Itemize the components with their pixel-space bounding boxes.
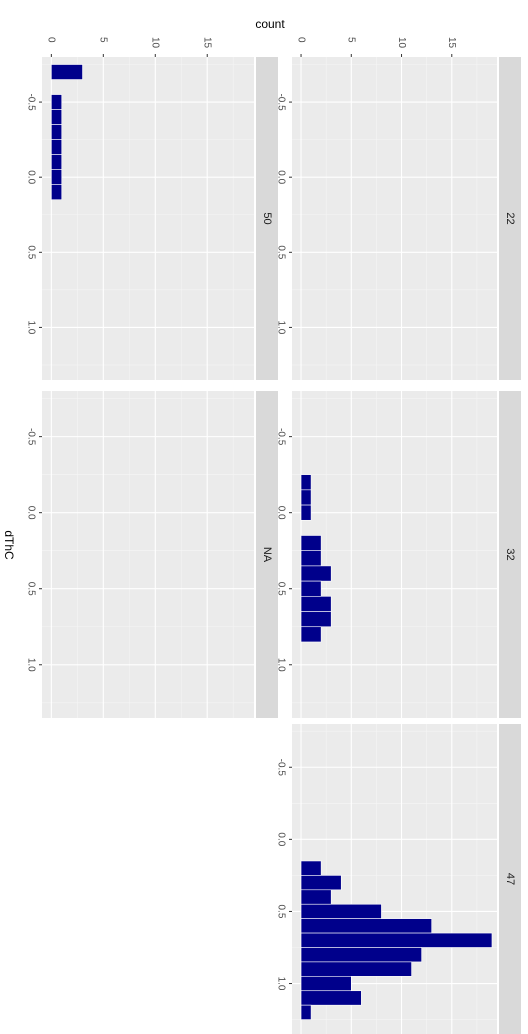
dthc-tick-label: 1.0	[275, 658, 286, 672]
histogram-bar	[51, 154, 63, 170]
panel-background	[292, 391, 497, 718]
count-tick-label: 5	[98, 37, 109, 43]
dthc-tick-label: 1.0	[275, 320, 286, 334]
facet-strip-label: 47	[504, 873, 516, 885]
count-tick-label: 0	[46, 37, 57, 43]
histogram-bar	[300, 990, 362, 1006]
histogram-bar	[300, 961, 412, 977]
histogram-bar	[51, 169, 63, 185]
facet-strip-label: 22	[504, 212, 516, 224]
panel-background	[42, 57, 254, 380]
histogram-bar	[300, 611, 332, 628]
histogram-bar	[51, 109, 63, 125]
facet-strip-label: 32	[504, 548, 516, 560]
facet-strip-label: NA	[261, 547, 273, 563]
count-tick-label: 0	[295, 37, 306, 43]
histogram-bar	[300, 580, 322, 597]
dthc-tick-label: 0.0	[275, 170, 286, 184]
histogram-bar	[51, 64, 83, 80]
facet-strip	[256, 57, 278, 380]
histogram-bar	[51, 94, 63, 110]
count-tick-label: 15	[446, 37, 457, 49]
facet-panel-47: 47 -0.5 0.0 0.5 1.0	[275, 724, 521, 1034]
dthc-tick-label: 0.5	[275, 904, 286, 918]
panels-layer: 22 0 5 10 15 -0.5 0.0 0.5 1.0 32 -0.5 0.0 0.5 1.0 47 -0…	[25, 37, 521, 1034]
histogram-bar	[300, 976, 352, 992]
dthc-tick-label: -0.5	[275, 428, 286, 446]
dthc-tick-label: -0.5	[25, 428, 36, 446]
facet-strip	[499, 724, 521, 1034]
dthc-axis-title: dThC	[2, 530, 16, 560]
dthc-tick-label: -0.5	[275, 93, 286, 111]
histogram-bar	[300, 903, 382, 919]
histogram-bar	[300, 504, 312, 521]
histogram-bar	[51, 184, 63, 201]
facet-panel-22: 22 0 5 10 15 -0.5 0.0 0.5 1.0	[275, 37, 521, 380]
histogram-bar	[300, 1004, 312, 1020]
histogram-bar	[300, 474, 312, 491]
dthc-tick-label: 0.0	[275, 832, 286, 846]
dthc-tick-label: 0.0	[25, 170, 36, 184]
facet-strip-label: 50	[261, 212, 273, 224]
dthc-tick-label: 1.0	[25, 658, 36, 672]
histogram-bar	[51, 139, 63, 155]
histogram-bar	[300, 889, 332, 905]
histogram-bar	[300, 932, 493, 948]
count-tick-label: 10	[150, 37, 161, 49]
dthc-tick-label: 1.0	[25, 320, 36, 334]
histogram-bar	[51, 124, 63, 140]
histogram-bar	[300, 626, 322, 643]
count-tick-label: 5	[346, 37, 357, 43]
facet-strip	[256, 391, 278, 718]
histogram-bar	[300, 489, 312, 506]
histogram-bar	[300, 875, 342, 891]
facet-strip	[499, 57, 521, 380]
dthc-tick-label: 0.0	[25, 506, 36, 520]
facet-panel-32: 32 -0.5 0.0 0.5 1.0	[275, 391, 521, 718]
histogram-bar	[300, 596, 332, 612]
dthc-tick-label: 0.5	[275, 245, 286, 259]
histogram-bar	[300, 860, 322, 876]
dthc-tick-label: 0.5	[275, 582, 286, 596]
facet-panel-50: 50 0 5 10 15 -0.5 0.0 0.5 1.0	[25, 37, 278, 380]
histogram-bar	[300, 550, 322, 567]
dthc-tick-label: -0.5	[275, 759, 286, 777]
panel-background	[42, 391, 254, 718]
dthc-tick-label: 0.5	[25, 582, 36, 596]
dthc-tick-label: 0.0	[275, 506, 286, 520]
count-tick-label: 10	[396, 37, 407, 49]
histogram-bar	[300, 947, 422, 963]
histogram-bar	[300, 535, 322, 551]
histogram-bar	[300, 918, 432, 934]
facet-strip	[499, 391, 521, 718]
dthc-tick-label: 1.0	[275, 977, 286, 991]
dthc-tick-label: -0.5	[25, 93, 36, 111]
facet-panel-na: NA -0.5 0.0 0.5 1.0	[25, 391, 278, 718]
histogram-bar	[300, 565, 332, 582]
dthc-tick-label: 0.5	[25, 245, 36, 259]
count-tick-label: 15	[202, 37, 213, 49]
count-axis-title: count	[255, 17, 285, 31]
panel-background	[292, 57, 497, 380]
